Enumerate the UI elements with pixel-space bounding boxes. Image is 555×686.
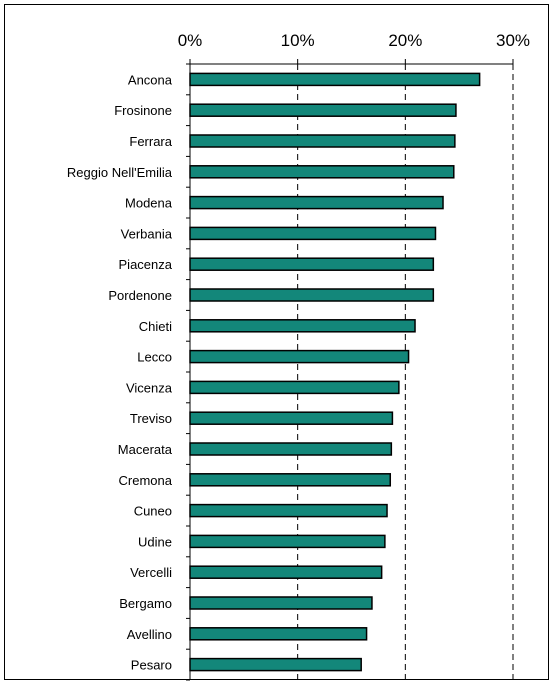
category-label: Udine [138,534,172,549]
category-label: Macerata [118,442,173,457]
category-label: Cuneo [134,504,172,519]
axes: 0% 10% 20% 30% [178,31,530,681]
bar [189,349,410,364]
bar [189,288,435,302]
category-label: Ferrara [129,134,172,149]
category-label: Avellino [127,627,172,642]
bar [189,596,373,610]
category-label: Piacenza [119,257,173,272]
category-label: Lecco [137,350,172,365]
bar [189,257,435,271]
bar [189,473,392,487]
category-label: Cremona [119,473,173,488]
bar [189,226,437,241]
x-tick-label: 0% [178,31,203,50]
category-label: Ancona [128,72,173,87]
gridlines [297,64,514,680]
bar [189,534,386,549]
category-label: Verbania [121,226,173,241]
bar [189,72,481,87]
bars [189,72,481,672]
bar [189,165,455,179]
x-tick-label: 30% [496,31,530,50]
bar [189,565,383,579]
bar [189,103,457,117]
bar [189,442,393,456]
bar [189,380,400,395]
category-label: Pesaro [131,658,172,673]
bar [189,627,368,641]
category-label: Vicenza [126,380,173,395]
x-tick-label: 20% [388,31,422,50]
bar [189,503,388,518]
category-label: Treviso [130,411,172,426]
bar [189,134,456,148]
bar [189,411,394,425]
category-label: Reggio Nell'Emilia [67,165,173,180]
category-label: Vercelli [130,565,172,580]
category-label: Chieti [139,319,172,334]
bar [189,319,416,333]
category-label: Pordenone [108,288,172,303]
category-label: Frosinone [114,103,172,118]
category-label: Modena [125,196,173,211]
category-label: Bergamo [119,596,172,611]
bar [189,657,362,672]
category-labels: Ancona Frosinone Ferrara Reggio Nell'Emilia… [67,72,173,672]
x-tick-label: 10% [281,31,315,50]
bar [189,195,444,210]
